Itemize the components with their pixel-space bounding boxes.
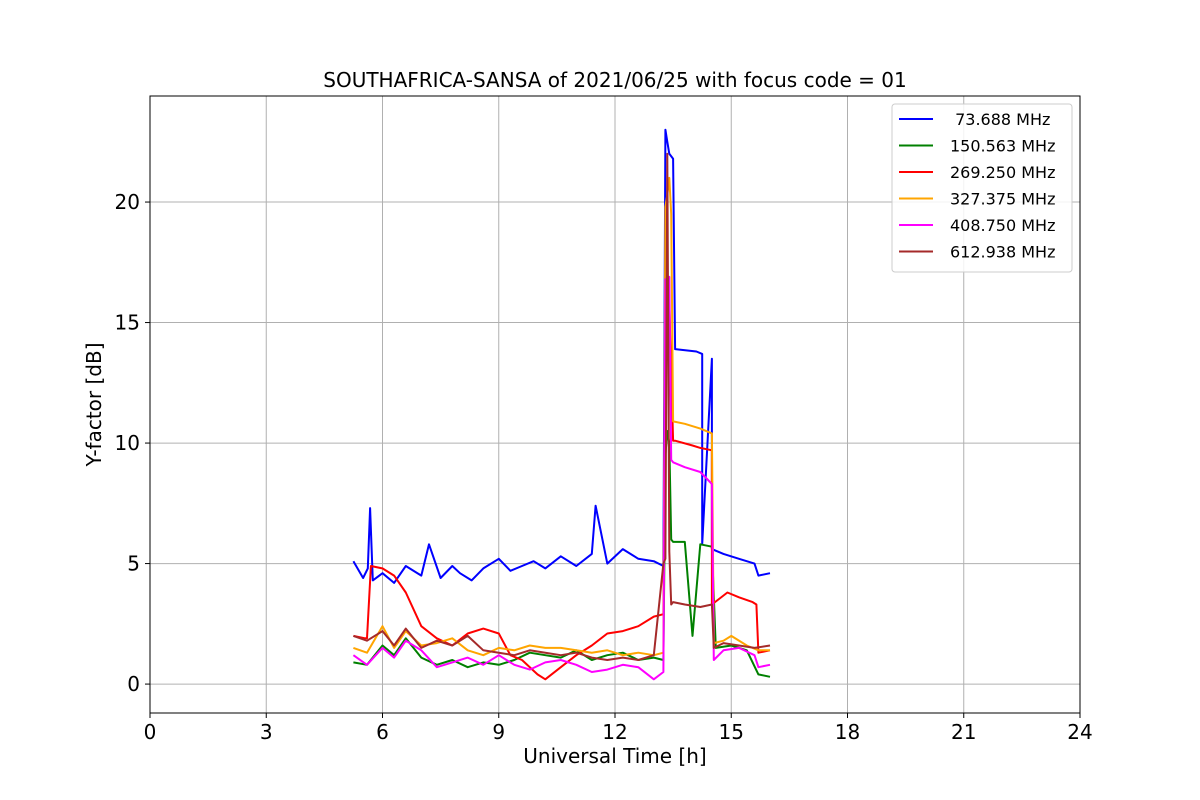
- series-line-0: [352, 128, 771, 584]
- legend-label: 327.375 MHz: [950, 190, 1055, 209]
- x-tick-label: 18: [835, 720, 860, 744]
- x-tick-label: 3: [260, 720, 273, 744]
- legend-label: 150.563 MHz: [950, 137, 1055, 156]
- y-tick-label: 0: [127, 672, 140, 696]
- legend-label: 408.750 MHz: [950, 216, 1055, 235]
- x-tick-label: 21: [951, 720, 976, 744]
- legend-label: 73.688 MHz: [950, 110, 1050, 129]
- y-axis-title: Y-factor [dB]: [82, 342, 106, 467]
- series-line-3: [353, 176, 770, 657]
- y-tick-label: 20: [115, 190, 140, 214]
- x-axis-title: Universal Time [h]: [523, 744, 706, 768]
- legend-label: 269.250 MHz: [950, 163, 1055, 182]
- chart-title: SOUTHAFRICA-SANSA of 2021/06/25 with foc…: [323, 68, 907, 92]
- y-tick-label: 5: [127, 552, 140, 576]
- legend-box: [891, 103, 1073, 273]
- x-tick-label: 24: [1067, 720, 1092, 744]
- x-tick-label: 12: [602, 720, 627, 744]
- series-line-5: [353, 152, 771, 661]
- legend-label: 612.938 MHz: [950, 243, 1055, 262]
- legend: 73.688 MHz 150.563 MHz 269.250 MHz 327.375 …: [891, 103, 1073, 273]
- x-tick-label: 6: [376, 720, 389, 744]
- y-tick-label: 10: [115, 431, 140, 455]
- x-tick-label: 0: [144, 720, 157, 744]
- series-layer: [352, 128, 771, 681]
- x-tick-label: 9: [492, 720, 505, 744]
- series-line-4: [352, 275, 771, 681]
- x-tick-label: 15: [719, 720, 744, 744]
- y-tick-label: 15: [115, 311, 140, 335]
- axis-ticks: 0 3 6 9 12 15 18 21 24 0 5 10 15 20: [115, 190, 1093, 744]
